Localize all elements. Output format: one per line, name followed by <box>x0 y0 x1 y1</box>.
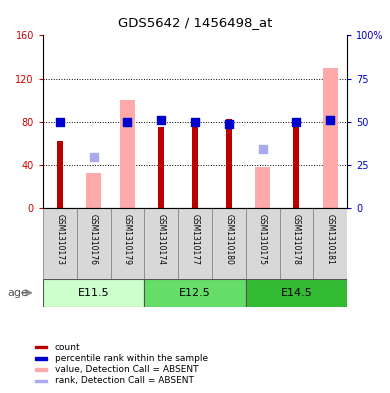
Point <box>124 119 131 125</box>
Text: GSM1310177: GSM1310177 <box>190 214 200 265</box>
Bar <box>144 279 246 307</box>
Text: GSM1310180: GSM1310180 <box>224 214 233 265</box>
Text: E11.5: E11.5 <box>78 288 110 298</box>
Point <box>327 116 333 123</box>
Point <box>158 116 164 123</box>
Bar <box>255 167 270 208</box>
Point <box>226 121 232 127</box>
Bar <box>43 208 77 279</box>
Bar <box>246 279 347 307</box>
Bar <box>57 141 63 208</box>
Text: age: age <box>8 288 29 298</box>
Point <box>124 119 131 125</box>
Bar <box>212 208 246 279</box>
Bar <box>293 119 300 208</box>
Point <box>259 146 266 152</box>
Text: GSM1310174: GSM1310174 <box>157 214 166 265</box>
Bar <box>280 208 313 279</box>
Point <box>57 119 63 125</box>
Bar <box>77 208 110 279</box>
Text: GSM1310175: GSM1310175 <box>258 214 267 265</box>
Bar <box>43 279 144 307</box>
Text: GDS5642 / 1456498_at: GDS5642 / 1456498_at <box>118 16 272 29</box>
Bar <box>34 357 48 360</box>
Bar <box>158 127 164 208</box>
Bar <box>178 208 212 279</box>
Bar <box>192 125 198 208</box>
Text: value, Detection Call = ABSENT: value, Detection Call = ABSENT <box>55 365 199 374</box>
Text: GSM1310181: GSM1310181 <box>326 214 335 265</box>
Bar <box>144 208 178 279</box>
Text: count: count <box>55 343 80 352</box>
Text: E12.5: E12.5 <box>179 288 211 298</box>
Bar <box>110 208 144 279</box>
Bar <box>34 380 48 382</box>
Bar <box>323 68 338 208</box>
Text: GSM1310176: GSM1310176 <box>89 214 98 265</box>
Point <box>90 154 97 161</box>
Bar <box>226 119 232 208</box>
Text: percentile rank within the sample: percentile rank within the sample <box>55 354 208 363</box>
Point <box>327 116 333 123</box>
Text: GSM1310173: GSM1310173 <box>55 214 64 265</box>
Text: GSM1310179: GSM1310179 <box>123 214 132 265</box>
Text: E14.5: E14.5 <box>280 288 312 298</box>
Point <box>192 119 198 125</box>
Text: rank, Detection Call = ABSENT: rank, Detection Call = ABSENT <box>55 376 194 386</box>
Bar <box>246 208 280 279</box>
Bar <box>86 173 101 208</box>
Bar <box>120 100 135 208</box>
Bar <box>34 346 48 349</box>
Text: GSM1310178: GSM1310178 <box>292 214 301 265</box>
Point <box>293 119 300 125</box>
Bar <box>313 208 347 279</box>
Bar <box>34 368 48 371</box>
